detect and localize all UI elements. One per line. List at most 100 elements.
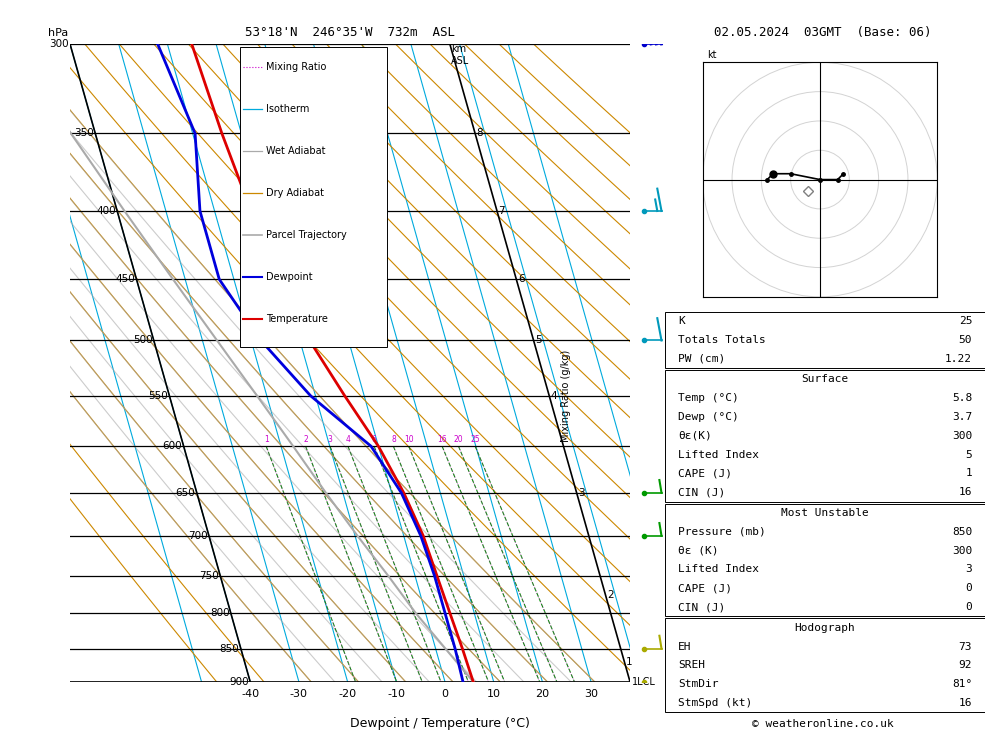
Text: Hodograph: Hodograph (795, 623, 855, 633)
Text: 25: 25 (959, 316, 972, 326)
Text: 550: 550 (148, 391, 168, 401)
Text: 800: 800 (210, 608, 229, 619)
Text: StmSpd (kt): StmSpd (kt) (678, 698, 752, 708)
Text: 8: 8 (477, 128, 483, 139)
Text: 650: 650 (176, 487, 195, 498)
Polygon shape (647, 18, 651, 44)
Text: 700: 700 (188, 531, 207, 541)
Text: 5: 5 (965, 449, 972, 460)
Text: PW (cm): PW (cm) (678, 353, 725, 364)
Text: -10: -10 (387, 689, 405, 699)
Text: 16: 16 (959, 698, 972, 708)
Text: 02.05.2024  03GMT  (Base: 06): 02.05.2024 03GMT (Base: 06) (714, 26, 931, 39)
Text: -30: -30 (290, 689, 308, 699)
Text: 25: 25 (470, 435, 480, 443)
Text: 600: 600 (163, 441, 182, 452)
Text: 1LCL: 1LCL (631, 677, 655, 687)
Text: hPa: hPa (48, 28, 69, 38)
FancyBboxPatch shape (240, 47, 387, 347)
Text: 3: 3 (328, 435, 332, 443)
Text: 2: 2 (303, 435, 308, 443)
Text: Parcel Trajectory: Parcel Trajectory (266, 229, 347, 240)
Text: -40: -40 (241, 689, 259, 699)
Text: Dewp (°C): Dewp (°C) (678, 412, 739, 422)
Text: SREH: SREH (678, 660, 705, 671)
Text: 300: 300 (952, 431, 972, 441)
Text: 450: 450 (115, 274, 135, 284)
Text: Totals Totals: Totals Totals (678, 335, 766, 345)
Text: 81°: 81° (952, 679, 972, 689)
Text: 0: 0 (441, 689, 448, 699)
Text: θε(K): θε(K) (678, 431, 712, 441)
Text: 1: 1 (626, 657, 633, 667)
Bar (665, 504, 985, 616)
Text: 850: 850 (220, 644, 239, 654)
Text: 16: 16 (437, 435, 447, 443)
Text: 850: 850 (952, 527, 972, 537)
Text: 10: 10 (487, 689, 501, 699)
Text: Temperature: Temperature (266, 314, 328, 323)
Text: Dry Adiabat: Dry Adiabat (266, 188, 324, 198)
Text: 1.22: 1.22 (945, 353, 972, 364)
Text: 1: 1 (264, 435, 269, 443)
Polygon shape (657, 18, 662, 44)
Text: Pressure (mb): Pressure (mb) (678, 527, 766, 537)
Text: 20: 20 (454, 435, 463, 443)
Text: Surface: Surface (801, 375, 849, 384)
Text: 6: 6 (518, 274, 524, 284)
Text: Most Unstable: Most Unstable (781, 508, 869, 518)
Text: CAPE (J): CAPE (J) (678, 468, 732, 479)
Text: km
ASL: km ASL (451, 44, 470, 65)
Text: CIN (J): CIN (J) (678, 602, 725, 612)
Text: 92: 92 (959, 660, 972, 671)
Text: θε (K): θε (K) (678, 545, 718, 556)
Text: 3: 3 (965, 564, 972, 575)
Text: 8: 8 (391, 435, 396, 443)
Text: 300: 300 (952, 545, 972, 556)
Text: Dewpoint / Temperature (°C): Dewpoint / Temperature (°C) (350, 717, 530, 730)
Text: 400: 400 (96, 206, 116, 216)
Text: 4: 4 (551, 391, 557, 401)
Text: Wet Adiabat: Wet Adiabat (266, 146, 325, 156)
Text: K: K (678, 316, 685, 326)
Text: 2: 2 (607, 590, 614, 600)
Bar (665, 370, 985, 501)
Text: Lifted Index: Lifted Index (678, 564, 759, 575)
Text: 0: 0 (965, 583, 972, 593)
Text: 3: 3 (578, 487, 585, 498)
Text: -20: -20 (339, 689, 357, 699)
Text: 73: 73 (959, 641, 972, 652)
Text: Temp (°C): Temp (°C) (678, 393, 739, 403)
Text: Mixing Ratio (g/kg): Mixing Ratio (g/kg) (561, 350, 571, 442)
Text: 750: 750 (199, 571, 219, 581)
Polygon shape (652, 18, 656, 44)
Text: 6: 6 (372, 435, 377, 443)
Text: 350: 350 (74, 128, 94, 139)
Text: 30: 30 (584, 689, 598, 699)
Text: Isotherm: Isotherm (266, 104, 309, 114)
Text: 4: 4 (346, 435, 350, 443)
Text: Dewpoint: Dewpoint (266, 272, 312, 281)
Text: © weatheronline.co.uk: © weatheronline.co.uk (752, 719, 893, 729)
Text: StmDir: StmDir (678, 679, 718, 689)
Text: 10: 10 (404, 435, 414, 443)
Text: 5: 5 (535, 336, 542, 345)
Text: CAPE (J): CAPE (J) (678, 583, 732, 593)
Text: 1: 1 (965, 468, 972, 479)
Text: 5.8: 5.8 (952, 393, 972, 403)
Text: 20: 20 (535, 689, 549, 699)
Text: 50: 50 (959, 335, 972, 345)
Text: CIN (J): CIN (J) (678, 487, 725, 497)
Text: 300: 300 (49, 39, 69, 49)
Text: Mixing Ratio: Mixing Ratio (266, 62, 326, 72)
Bar (665, 619, 985, 712)
Text: Lifted Index: Lifted Index (678, 449, 759, 460)
Bar (665, 312, 985, 368)
Text: 3.7: 3.7 (952, 412, 972, 422)
Text: 900: 900 (229, 677, 249, 687)
Text: EH: EH (678, 641, 691, 652)
Text: kt: kt (707, 50, 717, 60)
Text: 7: 7 (498, 206, 505, 216)
Text: 0: 0 (965, 602, 972, 612)
Text: 53°18'N  246°35'W  732m  ASL: 53°18'N 246°35'W 732m ASL (245, 26, 455, 39)
